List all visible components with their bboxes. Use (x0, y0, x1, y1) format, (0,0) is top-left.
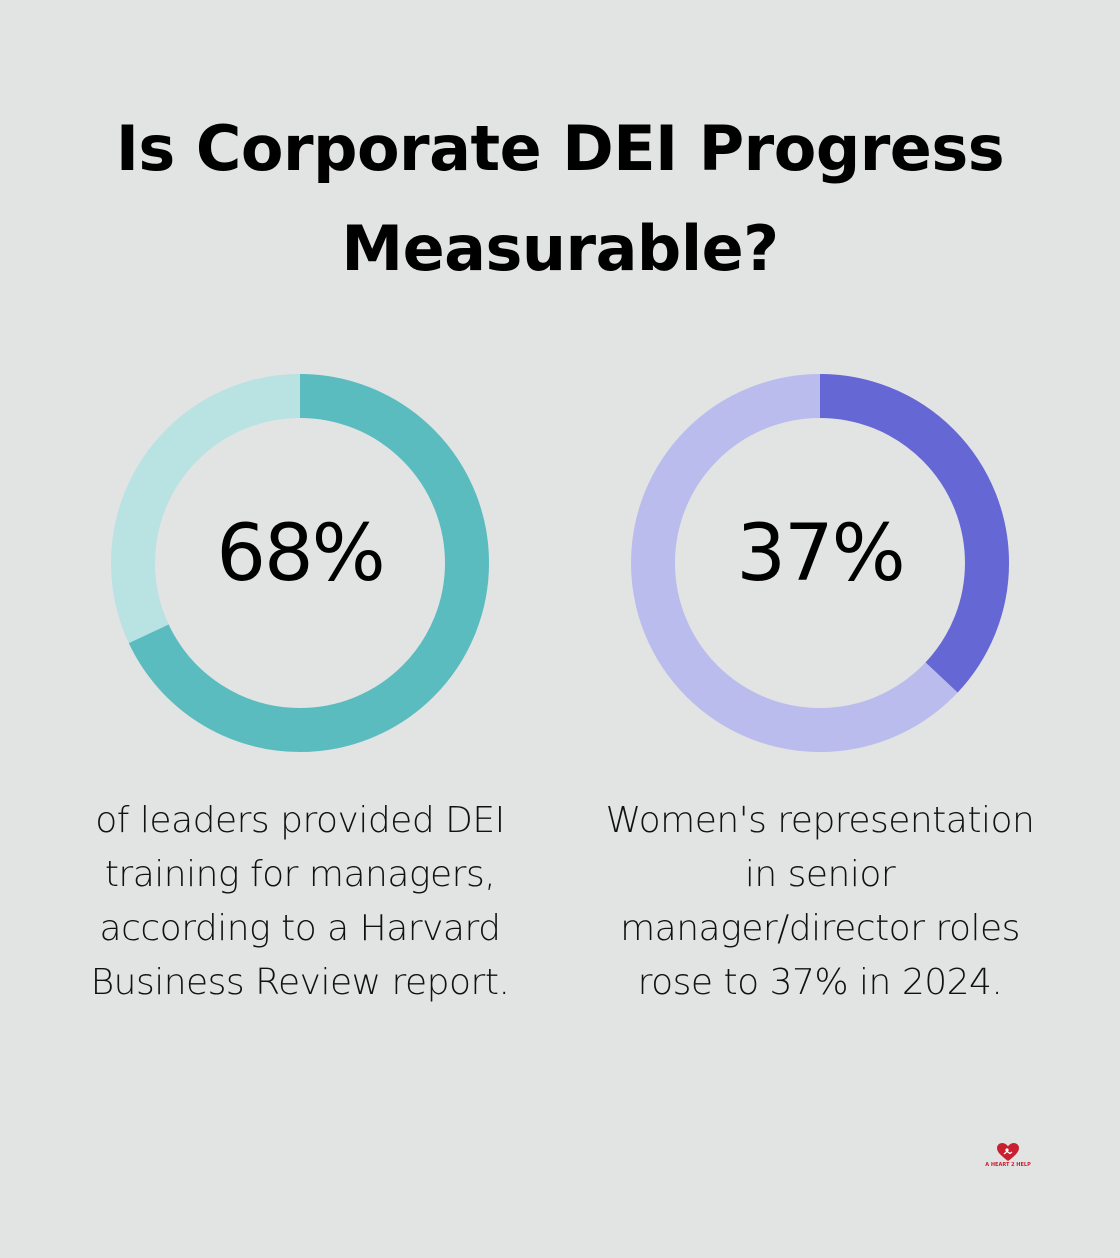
stat-value-68: 68% (216, 509, 385, 599)
stat-card-women: 37% Women's representation in senior man… (600, 370, 1040, 1010)
donut-chart-68: 68% (80, 370, 520, 760)
donut-svg-68 (111, 374, 489, 752)
donut-chart-37: 37% (600, 370, 1040, 760)
stat-card-leaders: 68% of leaders provided DEI training for… (80, 370, 520, 1010)
stat-caption-women: Women's representation in senior manager… (605, 800, 1035, 1003)
title-line-2: Measurable? (341, 212, 779, 285)
heart-icon (997, 1143, 1019, 1161)
donut-svg-37 (631, 374, 1009, 752)
stat-value-37: 37% (736, 509, 905, 599)
logo-text: A HEART 2 HELP (985, 1162, 1031, 1168)
brand-logo: A HEART 2 HELP (984, 1142, 1032, 1174)
donut-fill-37 (631, 374, 1009, 752)
stat-caption-leaders: of leaders provided DEI training for man… (90, 800, 510, 1003)
title-line-1: Is Corporate DEI Progress (115, 112, 1005, 185)
page-title: Is Corporate DEI Progress Measurable? (0, 118, 1120, 318)
donut-fill-68 (111, 374, 489, 752)
